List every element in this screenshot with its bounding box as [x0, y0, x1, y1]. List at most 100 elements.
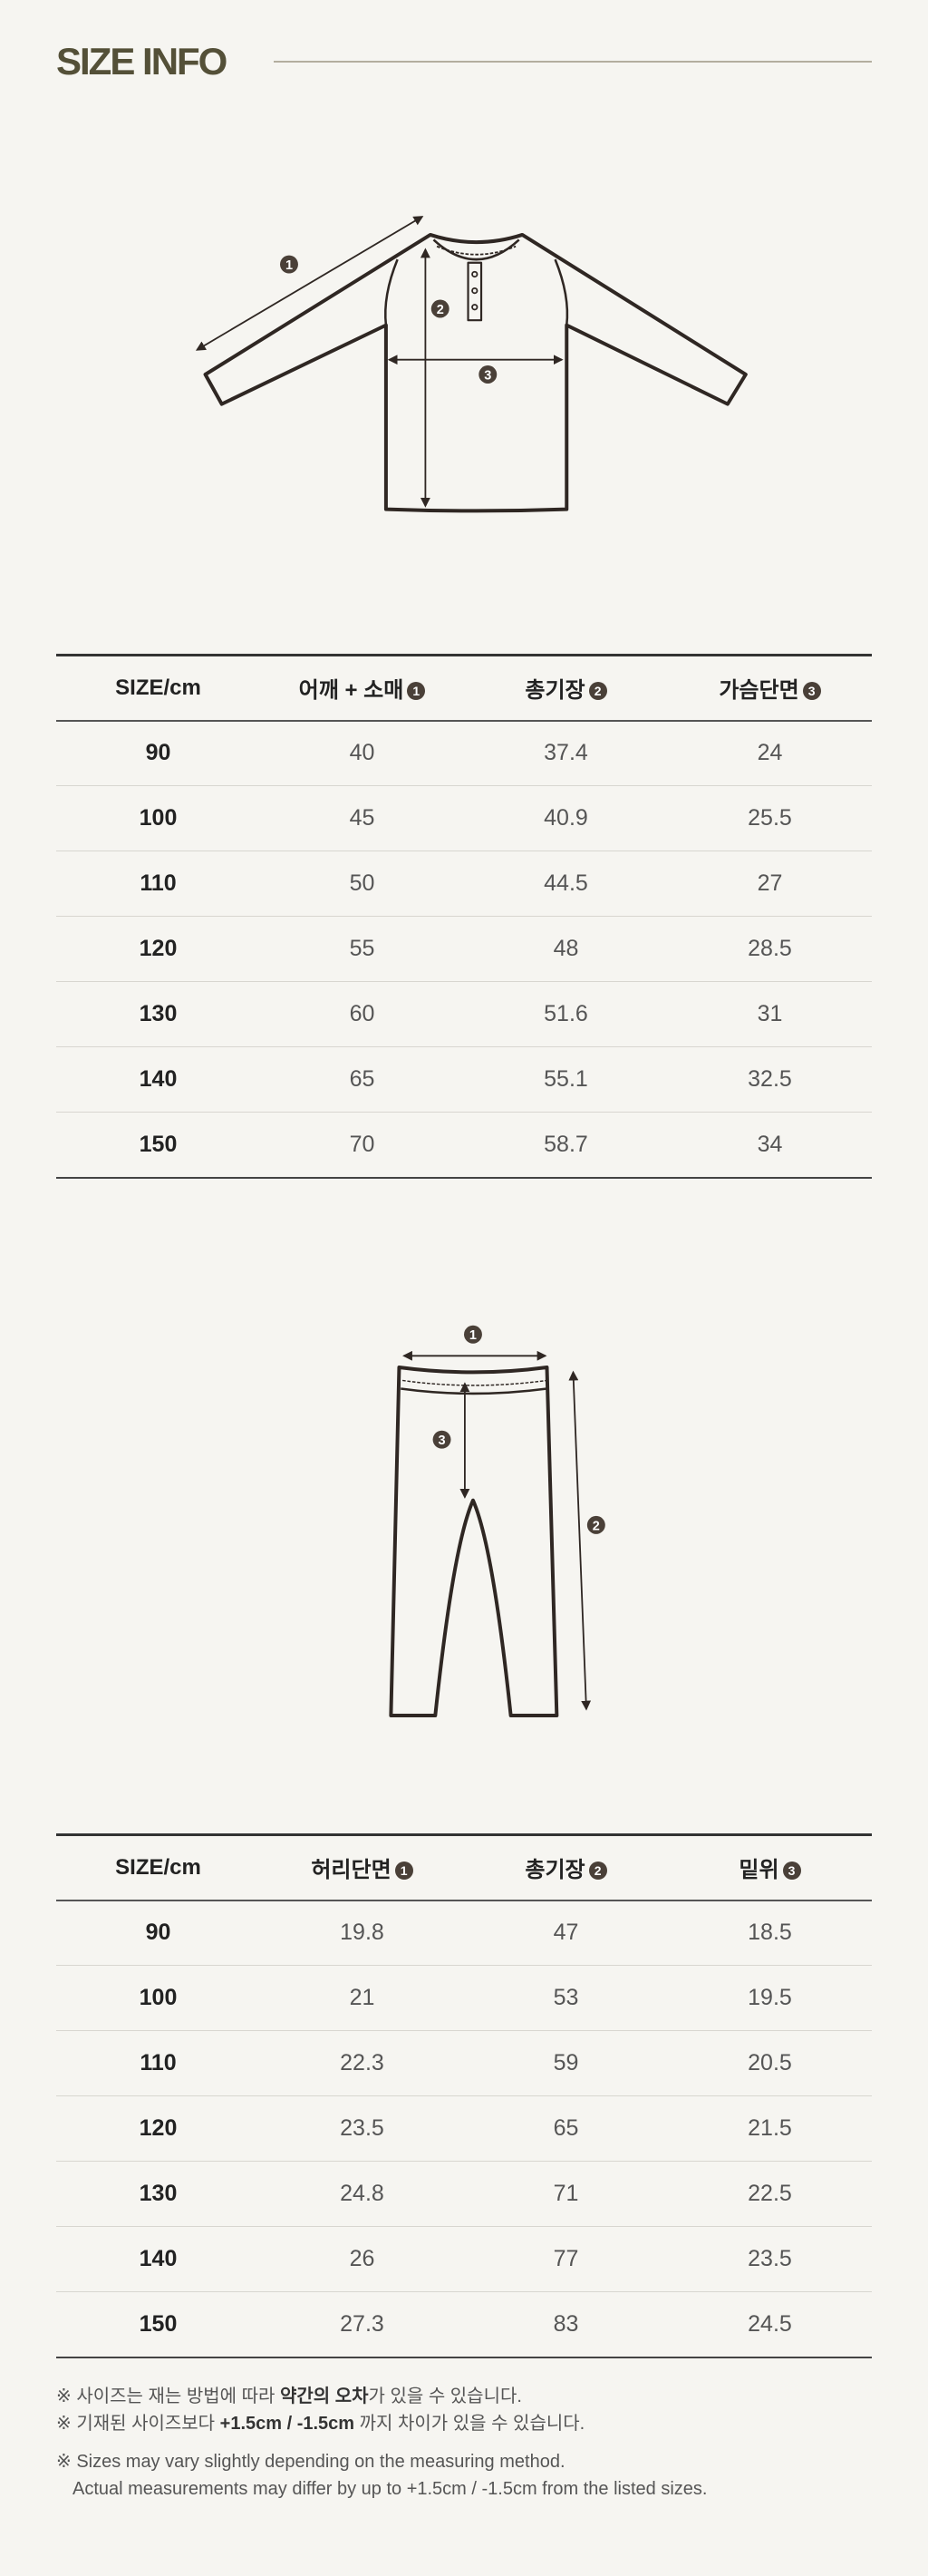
column-header: 가슴단면 3 — [668, 654, 872, 722]
measurement-cell: 26 — [260, 2226, 464, 2292]
measurement-cell: 51.6 — [464, 981, 668, 1047]
measure-marker-badge: 1 — [407, 682, 426, 701]
column-header: SIZE/cm — [56, 654, 260, 722]
measure-marker-badge: 2 — [588, 1862, 607, 1881]
column-header: 허리단면 1 — [260, 1833, 464, 1901]
measure-marker-badge: 1 — [394, 1862, 413, 1881]
size-cell: 90 — [56, 720, 260, 786]
measurement-cell: 25.5 — [668, 785, 872, 851]
table-row: 130 60 51.6 31 — [56, 981, 872, 1047]
pants-outline — [389, 1365, 559, 1718]
top-garment-diagram: 1 2 3 — [195, 216, 748, 513]
measurement-cell: 28.5 — [668, 916, 872, 982]
measurement-cell: 19.8 — [260, 1900, 464, 1966]
measurement-cell: 27.3 — [260, 2291, 464, 2358]
measurement-cell: 24 — [668, 720, 872, 786]
measurement-cell: 58.7 — [464, 1112, 668, 1179]
measurement-cell: 21 — [260, 1965, 464, 2031]
column-header-label: 총기장 — [525, 1858, 585, 1883]
measure-marker-badge: 2 — [588, 682, 607, 701]
column-header-label: SIZE/cm — [115, 675, 201, 700]
measurement-cell: 59 — [464, 2030, 668, 2096]
measurement-cell: 37.4 — [464, 720, 668, 786]
sleeve-length-arrow — [195, 216, 424, 351]
title-divider — [274, 61, 872, 63]
measurement-cell: 34 — [668, 1112, 872, 1179]
top-size-table: SIZE/cm 어깨 + 소매 1 총기장 2 가슴단면 3 90 40 37.4 24 100 45 4… — [56, 654, 872, 1179]
table-row: 110 22.3 59 20.5 — [56, 2030, 872, 2096]
bottom-garment-diagram: 1 2 3 — [389, 1325, 605, 1718]
measurement-cell: 40.9 — [464, 785, 668, 851]
size-notes: ※ 사이즈는 재는 방법에 따라 약간의 오차가 있을 수 있습니다. ※ 기재… — [56, 2383, 707, 2503]
note-2: ※ 기재된 사이즈보다 +1.5cm / -1.5cm 까지 차이가 있을 수 … — [56, 2410, 707, 2437]
table-row: 130 24.8 71 22.5 — [56, 2161, 872, 2227]
size-cell: 110 — [56, 851, 260, 917]
size-cell: 110 — [56, 2030, 260, 2096]
measure-marker-badge: 3 — [802, 682, 821, 701]
note-text: ※ 사이즈는 재는 방법에 따라 — [56, 2386, 280, 2406]
size-cell: 120 — [56, 2095, 260, 2162]
measurement-cell: 65 — [260, 1046, 464, 1113]
column-header-label: SIZE/cm — [115, 1854, 201, 1880]
measurement-cell: 19.5 — [668, 1965, 872, 2031]
note-3: ※ Sizes may vary slightly depending on t… — [56, 2452, 566, 2472]
measurement-cell: 55 — [260, 916, 464, 982]
marker-1-label: 1 — [469, 1328, 477, 1343]
measurement-cell: 71 — [464, 2161, 668, 2227]
measurement-cell: 24.8 — [260, 2161, 464, 2227]
size-cell: 120 — [56, 916, 260, 982]
measure-marker-badge: 3 — [782, 1862, 801, 1881]
measurement-cell: 60 — [260, 981, 464, 1047]
measurement-cell: 32.5 — [668, 1046, 872, 1113]
measurement-cell: 48 — [464, 916, 668, 982]
measurement-cell: 70 — [260, 1112, 464, 1179]
column-header-label: 총기장 — [525, 678, 585, 704]
measurement-cell: 40 — [260, 720, 464, 786]
measurement-cell: 55.1 — [464, 1046, 668, 1113]
measurement-cell: 65 — [464, 2095, 668, 2162]
measurement-cell: 21.5 — [668, 2095, 872, 2162]
header-row: SIZE/cm 어깨 + 소매 1 총기장 2 가슴단면 3 — [56, 654, 872, 722]
measurement-cell: 22.5 — [668, 2161, 872, 2227]
marker-3-label: 3 — [439, 1434, 446, 1448]
column-header-label: 가슴단면 — [719, 678, 799, 704]
table-row: 140 26 77 23.5 — [56, 2226, 872, 2292]
shirt-outline — [203, 232, 748, 513]
table-row: 120 55 48 28.5 — [56, 916, 872, 982]
measurement-cell: 18.5 — [668, 1900, 872, 1966]
table-row: 150 70 58.7 34 — [56, 1112, 872, 1179]
table-row: 120 23.5 65 21.5 — [56, 2095, 872, 2162]
column-header: 밑위 3 — [668, 1833, 872, 1901]
note-text: 가 있을 수 있습니다. — [368, 2386, 522, 2406]
measurement-cell: 27 — [668, 851, 872, 917]
page-title: SIZE INFO — [56, 40, 227, 83]
size-cell: 140 — [56, 1046, 260, 1113]
measurement-cell: 53 — [464, 1965, 668, 2031]
measurement-cell: 23.5 — [668, 2226, 872, 2292]
table-row: 100 45 40.9 25.5 — [56, 785, 872, 851]
measurement-cell: 47 — [464, 1900, 668, 1966]
measurement-cell: 23.5 — [260, 2095, 464, 2162]
measurement-cell: 44.5 — [464, 851, 668, 917]
table-row: 90 40 37.4 24 — [56, 720, 872, 786]
size-cell: 140 — [56, 2226, 260, 2292]
column-header-label: 어깨 + 소매 — [298, 678, 404, 704]
marker-2-label: 2 — [593, 1519, 600, 1533]
table-row: 140 65 55.1 32.5 — [56, 1046, 872, 1113]
note-text: 까지 차이가 있을 수 있습니다. — [354, 2414, 585, 2434]
measurement-cell: 22.3 — [260, 2030, 464, 2096]
size-cell: 150 — [56, 1112, 260, 1179]
note-emphasis: 약간의 오차 — [279, 2386, 369, 2406]
bottom-size-table: SIZE/cm 허리단면 1 총기장 2 밑위 3 90 19.8 47 18.5 100 21 53 19… — [56, 1833, 872, 2358]
size-cell: 130 — [56, 2161, 260, 2227]
measurement-cell: 83 — [464, 2291, 668, 2358]
table-row: 90 19.8 47 18.5 — [56, 1900, 872, 1966]
measurement-cell: 45 — [260, 785, 464, 851]
marker-2-label: 2 — [437, 303, 444, 317]
measurement-cell: 24.5 — [668, 2291, 872, 2358]
size-cell: 90 — [56, 1900, 260, 1966]
column-header-label: 허리단면 — [311, 1858, 392, 1883]
column-header-label: 밑위 — [739, 1858, 779, 1883]
size-cell: 150 — [56, 2291, 260, 2358]
note-1: ※ 사이즈는 재는 방법에 따라 약간의 오차가 있을 수 있습니다. — [56, 2383, 707, 2410]
